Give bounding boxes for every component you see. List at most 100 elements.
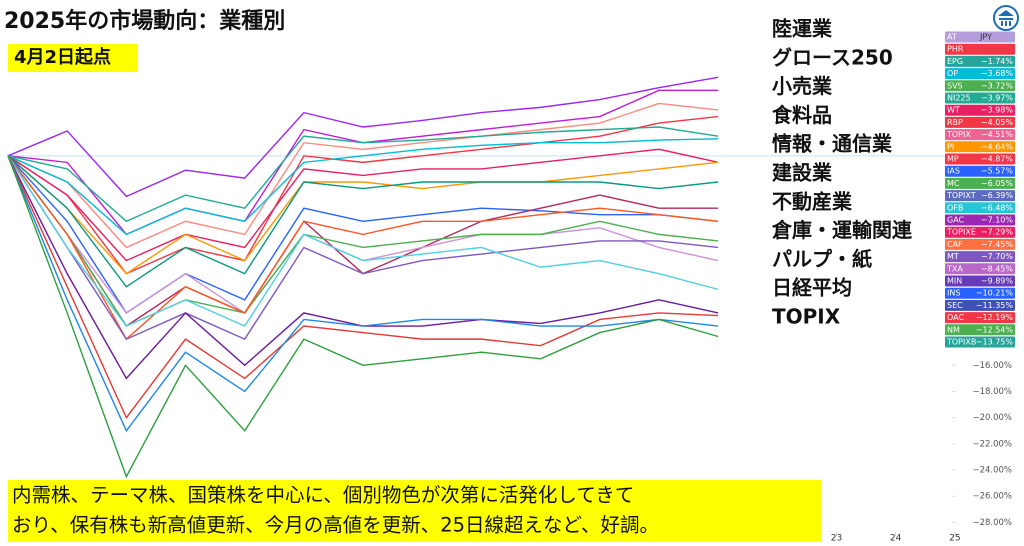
badge-value: −12.19% <box>976 313 1014 322</box>
badge-bg <box>945 251 1015 263</box>
note-line: 内需株、テーマ株、国策株を中心に、個別物色が次第に活発化してきて <box>12 484 634 507</box>
badge-value: −7.70% <box>981 252 1014 261</box>
series-line <box>7 155 719 288</box>
badge-value: −3.68% <box>981 69 1014 78</box>
badge-name: TXA <box>946 264 963 273</box>
badge-bg <box>945 324 1015 336</box>
series-line <box>7 155 719 341</box>
badge-name: SVS <box>947 81 963 90</box>
sector-label: 建設業 <box>772 161 833 185</box>
badge-value: −4.64% <box>981 142 1014 151</box>
series-line <box>7 126 719 223</box>
series-line <box>7 155 719 420</box>
note-line: おり、保有株も新高値更新、今月の高値を更新、25日線超えなど、好調。 <box>12 514 659 537</box>
y-tick-label: −20.00% <box>972 413 1012 423</box>
sector-label: 陸運業 <box>772 17 833 41</box>
badge-value: −8.45% <box>981 264 1014 273</box>
badge-bg <box>945 116 1015 128</box>
y-tick-label: −24.00% <box>972 466 1012 476</box>
badge-list: AT JPY PHR EPG −1.74% OP −3.68% SVS −3.72% NI225 −… <box>945 31 1015 348</box>
badge-value: −1.74% <box>981 57 1014 66</box>
sector-label: 不動産業 <box>772 189 853 213</box>
note-box <box>8 480 822 542</box>
x-tick-label: 24 <box>890 534 902 544</box>
badge-name: TOPIXE <box>946 228 976 237</box>
badge-name: SEC <box>947 301 963 310</box>
badge-bg <box>945 312 1015 324</box>
series-line <box>7 155 719 275</box>
badge-name: WT <box>947 106 960 115</box>
badge-value: −4.87% <box>981 155 1014 164</box>
plot: 23 24 25 <box>7 76 1014 544</box>
series-line <box>7 148 719 262</box>
badge-value: −13.75% <box>976 338 1014 347</box>
badge-name: INS <box>947 289 960 298</box>
badge-name: NI225 <box>947 94 971 103</box>
series-line <box>7 155 719 479</box>
sector-label: 情報・通信業 <box>772 132 893 156</box>
y-tick-label: −16.00% <box>972 361 1012 371</box>
badge-name: IAS <box>947 167 960 176</box>
series-line <box>7 76 719 198</box>
sector-label: TOPIX <box>772 305 841 329</box>
badge-value: −6.05% <box>981 179 1014 188</box>
y-tick-label: −28.00% <box>972 518 1012 528</box>
series-line <box>7 155 719 327</box>
badge-name: PI <box>947 142 954 151</box>
chart-title: 2025年の市場動向：業種別 <box>4 8 285 34</box>
series-line <box>7 155 719 433</box>
badge-name: OFB <box>947 203 963 212</box>
badge-name: AT <box>947 33 957 42</box>
y-tick-label: −18.00% <box>972 387 1012 397</box>
badge-name: GAC <box>947 216 965 225</box>
subtitle-box <box>8 44 138 72</box>
sector-label: グロース250 <box>772 45 893 69</box>
badge-name: MIN <box>947 277 962 286</box>
badge-value: −11.35% <box>976 301 1014 310</box>
badge-value: −7.10% <box>981 216 1014 225</box>
badge-name: OAC <box>947 313 964 322</box>
badge-bg <box>945 238 1015 250</box>
badge-bg <box>945 141 1015 153</box>
badge-name: TOPIXB <box>946 338 976 347</box>
badge-name: CAF <box>947 240 963 249</box>
badge-bg <box>945 43 1015 55</box>
badge-bg <box>945 336 1015 348</box>
badge-name: TOPIXT <box>946 191 976 200</box>
badge-value: −7.45% <box>981 240 1014 249</box>
badge-value: −7.29% <box>981 228 1014 237</box>
badge-name: MT <box>947 252 959 261</box>
sector-label: 食料品 <box>772 103 832 127</box>
badge-value: −4.05% <box>981 118 1014 127</box>
badge-bg <box>945 165 1015 177</box>
series-line <box>7 138 719 236</box>
sector-label: 小売業 <box>772 74 833 98</box>
badge-bg <box>945 80 1015 92</box>
currency: JPY <box>979 33 992 42</box>
badge-bg <box>945 55 1015 67</box>
series-line <box>7 102 719 249</box>
badge-value: −12.54% <box>976 325 1014 334</box>
badge-bg <box>945 275 1015 287</box>
badge-bg <box>945 92 1015 104</box>
series-line <box>7 115 719 275</box>
badge-value: −3.98% <box>981 106 1014 115</box>
badge-bg <box>945 214 1015 226</box>
y-tick-label: −26.00% <box>972 492 1012 502</box>
badge-value: −10.21% <box>976 289 1014 298</box>
badge-value: −9.89% <box>981 277 1014 286</box>
sector-label: パルプ・紙 <box>772 247 872 271</box>
badge-bg <box>945 68 1015 80</box>
badge-value: −6.39% <box>981 191 1014 200</box>
y-tick-label: −22.00% <box>972 439 1012 449</box>
badge-bg <box>945 287 1015 299</box>
badge-bg <box>945 153 1015 165</box>
badge-name: TOPIX <box>946 130 971 139</box>
badge-name: PHR <box>947 45 964 54</box>
badge-value: −6.48% <box>981 203 1014 212</box>
badge-value: −4.51% <box>981 130 1014 139</box>
badge-bg <box>945 177 1015 189</box>
sector-label: 倉庫・運輸関連 <box>771 218 913 242</box>
x-tick-label: 25 <box>949 534 960 544</box>
logo <box>993 5 1019 31</box>
